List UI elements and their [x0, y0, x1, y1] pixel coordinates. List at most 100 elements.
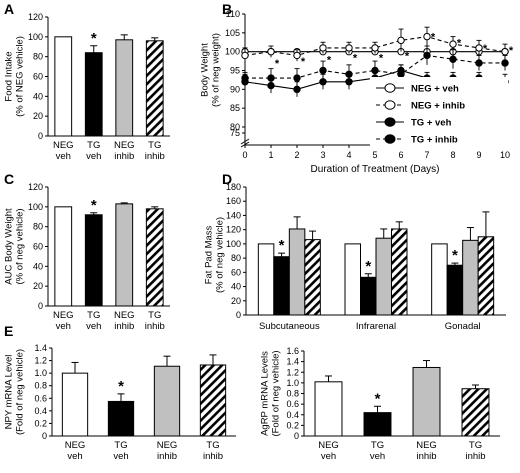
- panel-b-point: [449, 40, 457, 48]
- panel-a-y-axis-label-line: (% of NEG vehicle): [15, 36, 26, 117]
- panel-d-bar: [344, 243, 361, 316]
- panel-a-significance-star: *: [91, 30, 97, 47]
- panel-e-npy-y-tick-label: 1.2: [34, 356, 47, 366]
- panel-e-agrp-bar: [363, 412, 392, 437]
- panel-d-bar: [477, 236, 495, 316]
- panel-b-x-tick-label: 2: [294, 150, 299, 160]
- panel-b-x-tick-label: 5: [372, 150, 377, 160]
- panel-b-point: [475, 44, 483, 52]
- panel-e-agrp-y-tick-label: 1.0: [286, 378, 299, 388]
- panel-e-agrp-category-label-line: inhib: [416, 451, 436, 462]
- panel-a-category-label: NEG inhib: [114, 140, 135, 162]
- panel-c-category-label-line: TG: [148, 310, 161, 321]
- panel-b-significance-star: *: [353, 52, 358, 64]
- panel-a-category-label-line: veh: [56, 151, 71, 162]
- panel-e-agrp-y-tick-label: 1.2: [286, 367, 299, 377]
- panel-d-bar: [391, 228, 408, 316]
- panel-b-point: [241, 51, 249, 60]
- panel-b-x-tick-label: 1: [268, 150, 273, 160]
- panel-a-bar: [54, 36, 73, 137]
- panel-e-agrp-category-label: NEG inhib: [416, 440, 437, 462]
- panel-c-y-tick-label: 0: [38, 301, 43, 311]
- panel-e-agrp-y-tick-label: 1.6: [286, 346, 299, 356]
- panel-a-y-tick-label: 100: [28, 32, 43, 42]
- panel-c-bar: [84, 214, 103, 307]
- panel-b-legend: NEG + veh NEG + inhib TG + veh TG + inhib: [370, 77, 508, 150]
- panel-a-category-label-line: veh: [86, 151, 101, 162]
- panel-e-agrp-y-tick-label: 0: [294, 431, 299, 441]
- panel-e-npy-category-label: NEG inhib: [157, 440, 178, 462]
- panel-c-y-tick-label: 60: [33, 242, 43, 252]
- panel-e-npy-y-tick-label: 1.0: [34, 368, 47, 378]
- panel-b-legend-label: NEG + inhib: [411, 101, 465, 112]
- panel-b-x-tick-label: 9: [476, 150, 481, 160]
- panel-e-npy-bar: [153, 365, 181, 437]
- panel-a-y-axis-label-line: Food Intake: [4, 51, 15, 101]
- panel-b-significance-star: *: [327, 54, 332, 66]
- panel-a-category-label-line: NEG: [114, 140, 135, 151]
- panel-b-y-tick-label: 110: [226, 9, 240, 19]
- panel-e-agrp-category-label-line: TG: [469, 440, 482, 451]
- panel-e-npy-y-axis-label: NPY mRNA Level(Fold of neg vehicle): [4, 349, 26, 435]
- panel-b-point: [293, 74, 301, 82]
- panel-d-y-axis-label-line: (% of neg vehicle): [215, 217, 226, 293]
- panel-c-category-label-line: inhib: [114, 321, 134, 332]
- panel-b-series-line: [244, 36, 506, 56]
- panel-e-agrp-category-label-line: inhib: [465, 451, 485, 462]
- panel-e-npy-bar: [107, 400, 135, 437]
- panel-b-x-axis-label: Duration of Treatment (Days): [311, 164, 440, 175]
- panel-c-y-axis-label-line: (% of neg vehicle): [15, 208, 26, 284]
- panel-d-y-axis-label: Fat Pad Mass(% of neg vehicle): [204, 217, 226, 293]
- panel-e-npy-bar: [61, 372, 89, 437]
- panel-c-category-label-line: NEG: [114, 310, 135, 321]
- panel-b-significance-star: *: [405, 51, 410, 63]
- panel-e-agrp-category-label: NEG veh: [318, 440, 339, 462]
- panel-b-point: [475, 59, 483, 67]
- panel-a-y-axis-label: Food Intake(% of NEG vehicle): [4, 36, 26, 117]
- panel-e-agrp-bar: [314, 381, 343, 437]
- panel-e-agrp-category-label-line: NEG: [416, 440, 437, 451]
- panel-b-series-line: [245, 54, 505, 79]
- panel-a-category-label-line: NEG: [53, 140, 74, 151]
- panel-e-npy-y-axis-label-line: NPY mRNA Level: [4, 355, 15, 430]
- panel-a-category-label: TG veh: [86, 140, 101, 162]
- panel-b-y-tick-label: 95: [230, 66, 240, 76]
- panel-e-agrp-category-label-line: veh: [370, 451, 385, 462]
- panel-e-npy-y-tick-label: 0.2: [34, 418, 47, 428]
- panel-d-significance-star: *: [452, 247, 458, 264]
- panel-e-npy-y-tick-label: 0.8: [34, 381, 47, 391]
- panel-a-category-label-line: TG: [87, 140, 100, 151]
- panel-e-agrp-y-axis-label-line: AgRP mRNA Levels: [260, 351, 271, 436]
- panel-a-category-label: NEG veh: [53, 140, 74, 162]
- panel-b-legend-label: NEG + veh: [411, 84, 459, 95]
- panel-e-agrp-significance-star: *: [375, 390, 381, 407]
- panel-b-y-axis-label-line: (% of neg weight): [211, 33, 222, 107]
- panel-e-agrp-y-tick-label: 1.4: [286, 357, 299, 367]
- panel-b-x-tick-label: 0: [242, 150, 247, 160]
- panel-a-bar: [145, 40, 164, 137]
- panel-e-npy-category-label-line: NEG: [65, 440, 86, 451]
- panel-a-y-tick-label: 60: [33, 72, 43, 82]
- panel-a-category-label: TG inhib: [145, 140, 165, 162]
- panel-b-x-tick-label: 7: [424, 150, 429, 160]
- panel-b-point: [267, 47, 275, 56]
- panel-e-agrp-y-axis-label: AgRP mRNA Levels(Fold of neg vehicle): [260, 350, 282, 436]
- panel-a-y-tick-label: 80: [33, 52, 43, 62]
- panel-b-significance-star: *: [457, 37, 462, 49]
- panel-a-category-label-line: inhib: [114, 151, 134, 162]
- panel-b-x-tick-label: 4: [346, 150, 351, 160]
- panel-e-npy-category-label: TG veh: [113, 440, 128, 462]
- panel-b-axis-break: [240, 138, 250, 145]
- panel-d-bar: [360, 276, 377, 316]
- panel-e-agrp-y-tick-label: 0.4: [286, 410, 299, 420]
- panel-d-bar: [304, 239, 321, 316]
- panel-b-y-tick-label: 105: [225, 28, 240, 38]
- panel-e-npy-y-tick-label: 1.4: [34, 343, 47, 353]
- panel-b-axis-break: [240, 141, 250, 148]
- panel-b-point: [345, 70, 353, 78]
- panel-c-y-tick-label: 40: [33, 261, 43, 271]
- panel-b-significance-star: *: [379, 52, 384, 64]
- panel-c-y-tick-label: 100: [28, 202, 43, 212]
